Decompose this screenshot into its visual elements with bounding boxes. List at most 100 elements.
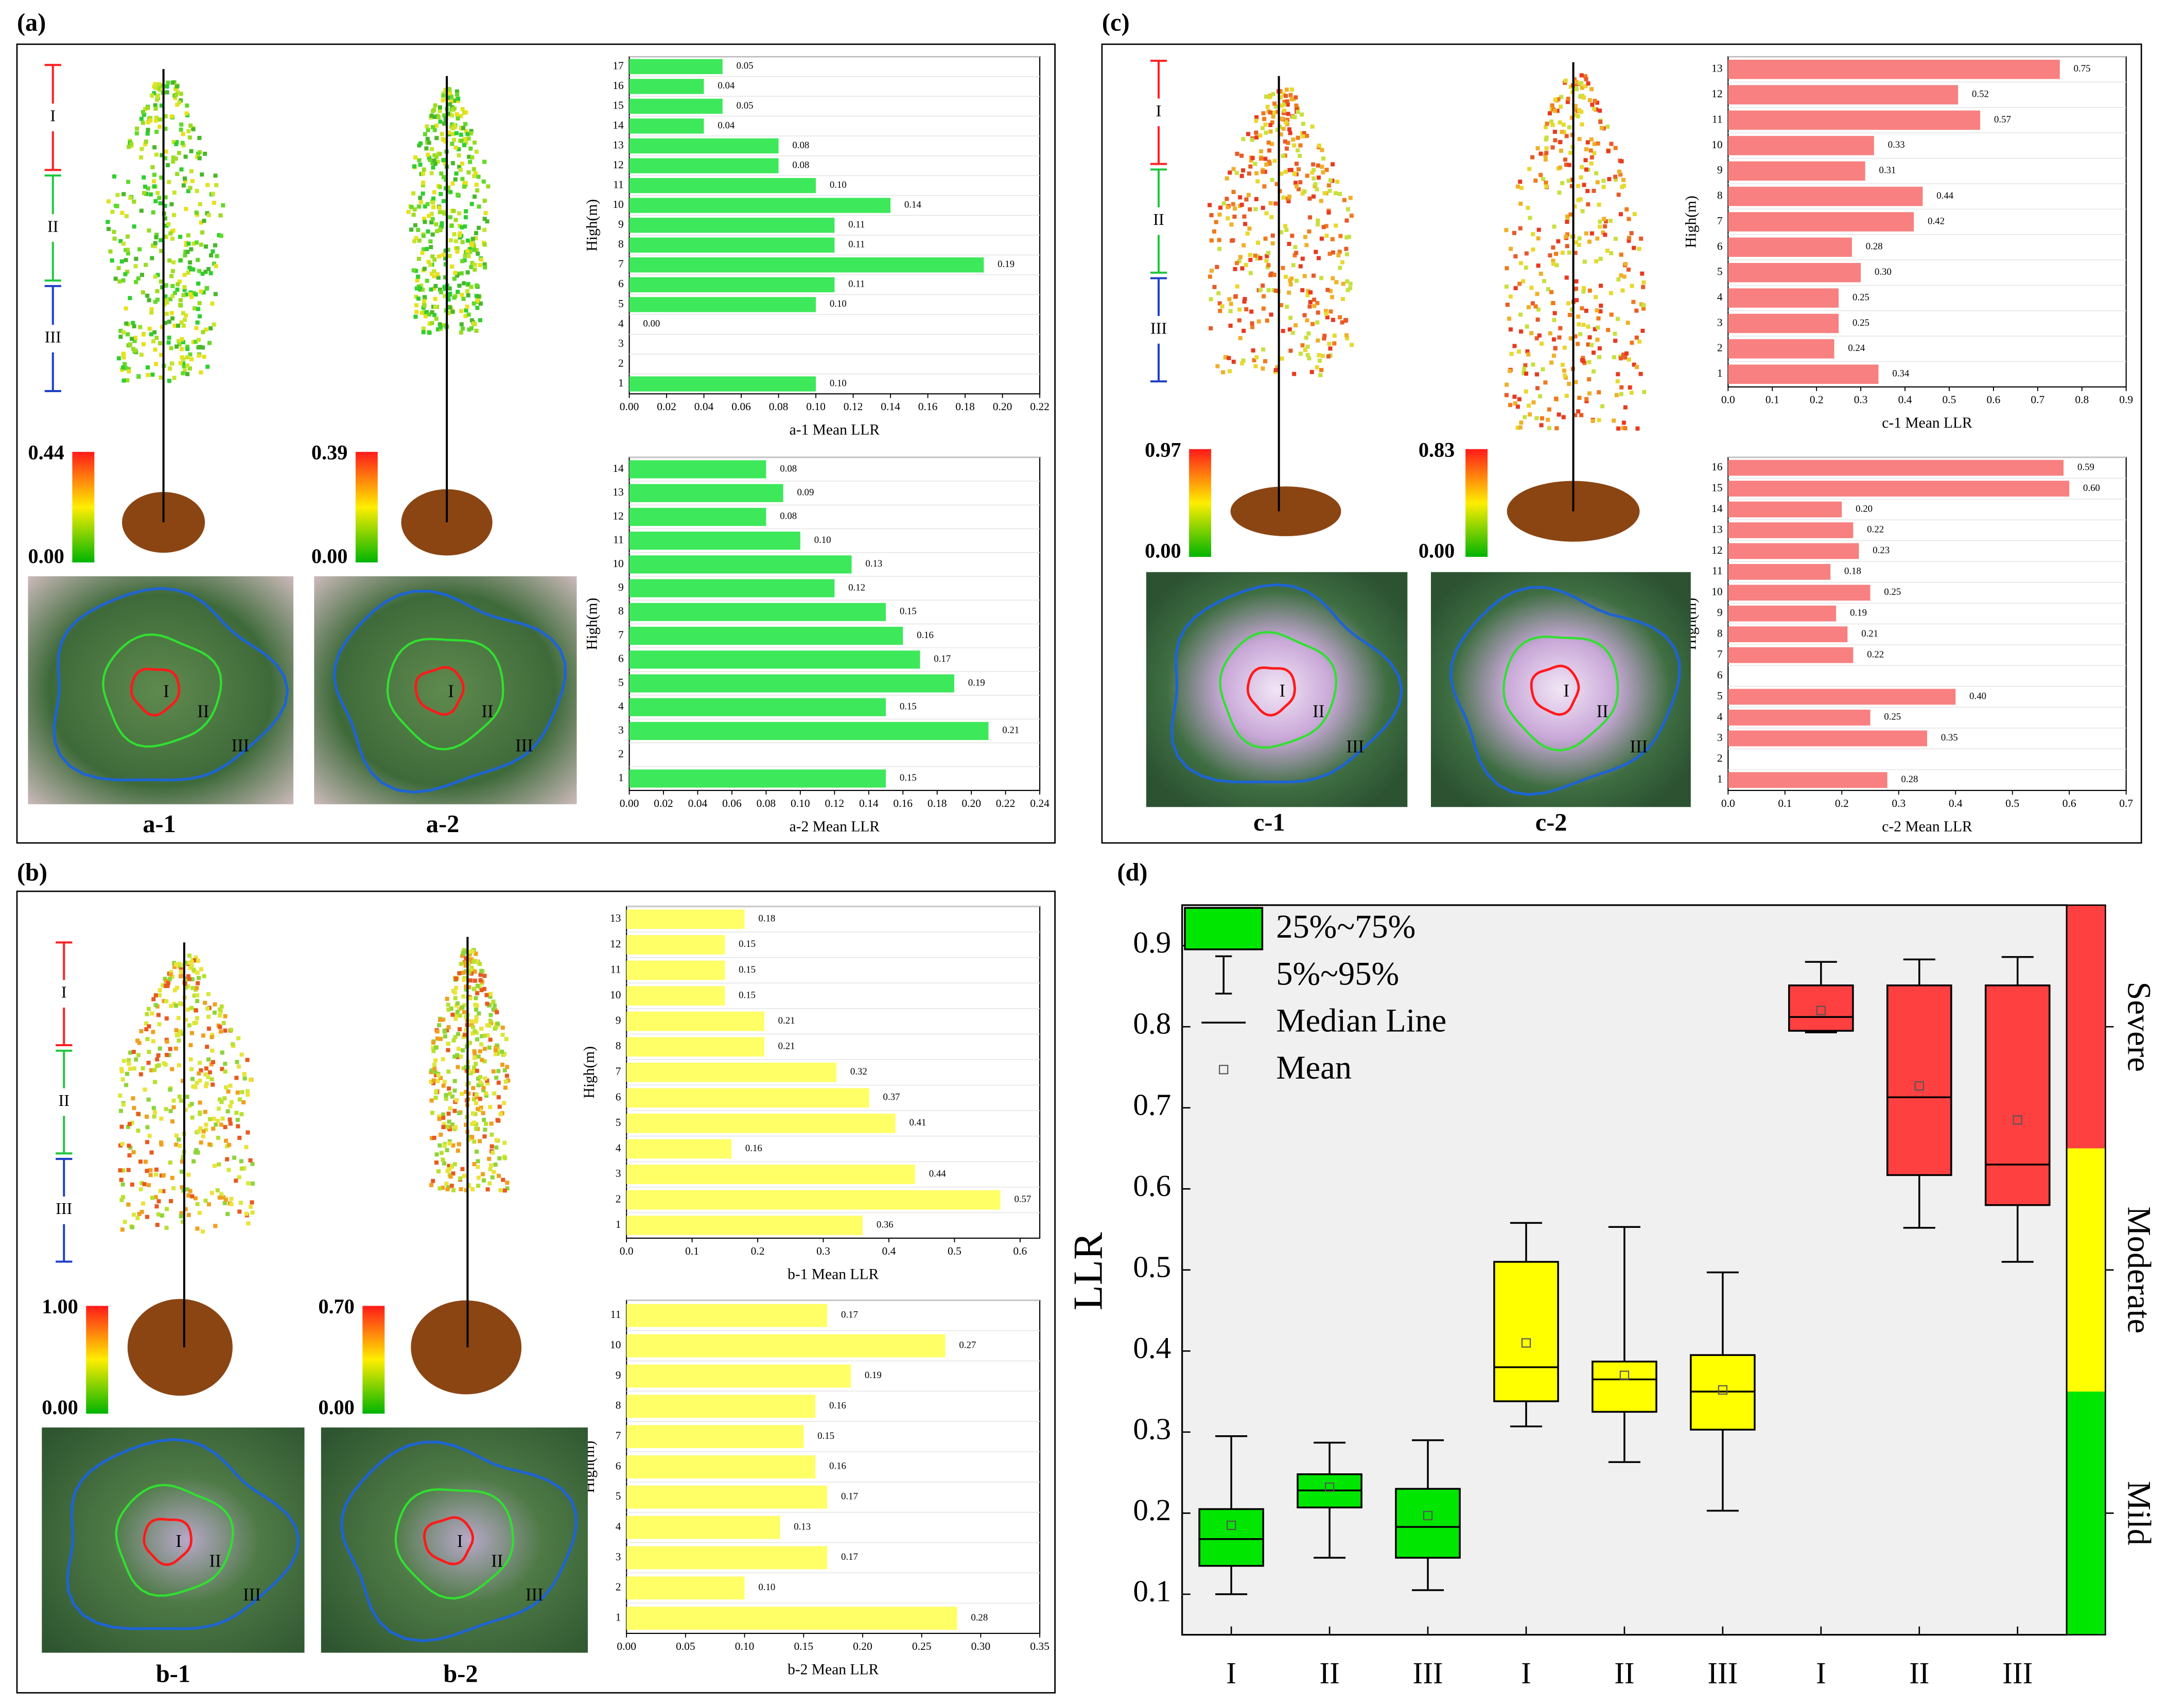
point-cloud-dot: [451, 132, 456, 136]
point-cloud-dot: [443, 275, 448, 279]
point-cloud-dot: [1585, 189, 1590, 193]
x-tick-label: III: [2002, 1656, 2033, 1690]
x-axis-label: a-1 Mean LLR: [790, 422, 880, 438]
point-cloud-dot: [1553, 109, 1558, 113]
point-cloud-dot: [152, 330, 157, 334]
point-cloud-dot: [132, 199, 136, 204]
point-cloud-dot: [203, 1199, 208, 1203]
point-cloud-dot: [1282, 109, 1287, 113]
point-cloud-dot: [1551, 258, 1555, 263]
point-cloud-dot: [188, 186, 193, 190]
point-cloud-dot: [1265, 104, 1270, 109]
point-cloud-dot: [181, 311, 186, 315]
point-cloud-dot: [1595, 338, 1600, 342]
colorbar-max: 1.00: [42, 1295, 78, 1318]
point-cloud-dot: [155, 1223, 160, 1227]
point-cloud-dot: [1641, 280, 1646, 285]
point-cloud-dot: [179, 320, 184, 325]
point-cloud-dot: [216, 1118, 220, 1123]
point-cloud-dot: [1270, 142, 1274, 146]
point-cloud-dot: [150, 165, 155, 169]
point-cloud-dot: [200, 271, 205, 276]
point-cloud-dot: [146, 1061, 151, 1065]
point-cloud-dot: [448, 305, 452, 310]
point-cloud-dot: [1281, 329, 1285, 333]
value-label: 0.08: [792, 140, 809, 151]
point-cloud-dot: [441, 1017, 446, 1022]
point-cloud-dot: [473, 195, 477, 199]
point-cloud-dot: [431, 200, 435, 205]
point-cloud-dot: [229, 1100, 234, 1104]
point-cloud-dot: [139, 1181, 144, 1186]
point-cloud-dot: [1555, 109, 1560, 113]
point-cloud-dot: [438, 1143, 442, 1148]
x-tick-label: 0.06: [731, 400, 751, 413]
point-cloud-dot: [440, 221, 444, 225]
point-cloud-dot: [1615, 379, 1620, 383]
point-cloud-dot: [1551, 261, 1555, 266]
point-cloud-dot: [428, 157, 432, 162]
point-cloud-dot: [475, 1149, 479, 1154]
colorbar: [86, 1306, 109, 1414]
point-cloud-dot: [121, 241, 126, 246]
point-cloud-dot: [1340, 260, 1344, 265]
point-cloud-dot: [1215, 265, 1219, 269]
point-cloud-dot: [167, 336, 171, 340]
point-cloud-dot: [1569, 115, 1574, 120]
point-cloud-dot: [467, 970, 471, 975]
point-cloud-dot: [1545, 121, 1549, 126]
y-axis-label: High(m): [1683, 196, 1699, 248]
point-cloud-dot: [464, 984, 468, 989]
point-cloud-dot: [429, 287, 433, 292]
point-cloud-dot: [1547, 111, 1552, 116]
y-tick-label: 10: [613, 198, 623, 210]
point-cloud-dot: [1298, 264, 1303, 269]
point-cloud-dot: [1552, 130, 1557, 134]
point-cloud-dot: [1574, 80, 1579, 84]
point-cloud-dot: [433, 1045, 438, 1050]
point-cloud-dot: [1305, 133, 1309, 138]
point-cloud-dot: [125, 248, 130, 252]
y-tick-label: 16: [613, 79, 624, 92]
point-cloud-dot: [1316, 163, 1320, 168]
point-cloud-dot: [1279, 230, 1284, 235]
point-cloud-dot: [167, 180, 171, 184]
point-cloud-dot: [205, 286, 209, 290]
panel-label: (c): [1102, 9, 1130, 36]
point-cloud-dot: [1243, 297, 1247, 302]
point-cloud-dot: [1597, 202, 1601, 207]
point-cloud-dot: [469, 202, 474, 206]
point-cloud-dot: [503, 1085, 508, 1090]
point-cloud-dot: [446, 1025, 451, 1029]
point-cloud-dot: [1564, 394, 1569, 398]
point-cloud-dot: [182, 176, 187, 181]
point-cloud-dot: [133, 264, 138, 269]
point-cloud-dot: [498, 1188, 503, 1192]
point-cloud-dot: [1315, 187, 1319, 191]
point-cloud-dot: [209, 1062, 214, 1067]
point-cloud-dot: [174, 92, 179, 97]
point-cloud-dot: [201, 1134, 205, 1139]
y-tick-label: 9: [1717, 164, 1723, 176]
point-cloud-dot: [1343, 319, 1348, 323]
point-cloud-dot: [1512, 344, 1517, 348]
point-cloud-dot: [478, 263, 482, 268]
point-cloud-dot: [472, 1049, 477, 1053]
point-cloud-dot: [1293, 323, 1298, 328]
point-cloud-dot: [1307, 304, 1312, 309]
point-cloud-dot: [464, 1028, 468, 1032]
x-tick-label: I: [1816, 1656, 1826, 1690]
point-cloud-dot: [485, 1001, 489, 1006]
x-tick-label: 0.14: [859, 797, 879, 809]
point-cloud-dot: [1300, 343, 1305, 348]
point-cloud-dot: [152, 1068, 157, 1072]
point-cloud-dot: [189, 1102, 194, 1106]
point-cloud-dot: [132, 224, 136, 229]
point-cloud-dot: [1612, 418, 1616, 423]
point-cloud-dot: [179, 1099, 183, 1103]
point-cloud-dot: [412, 207, 417, 212]
point-cloud-dot: [502, 1051, 507, 1056]
point-cloud-dot: [1572, 204, 1577, 209]
point-cloud-dot: [438, 1017, 443, 1023]
point-cloud-dot: [1298, 153, 1302, 158]
